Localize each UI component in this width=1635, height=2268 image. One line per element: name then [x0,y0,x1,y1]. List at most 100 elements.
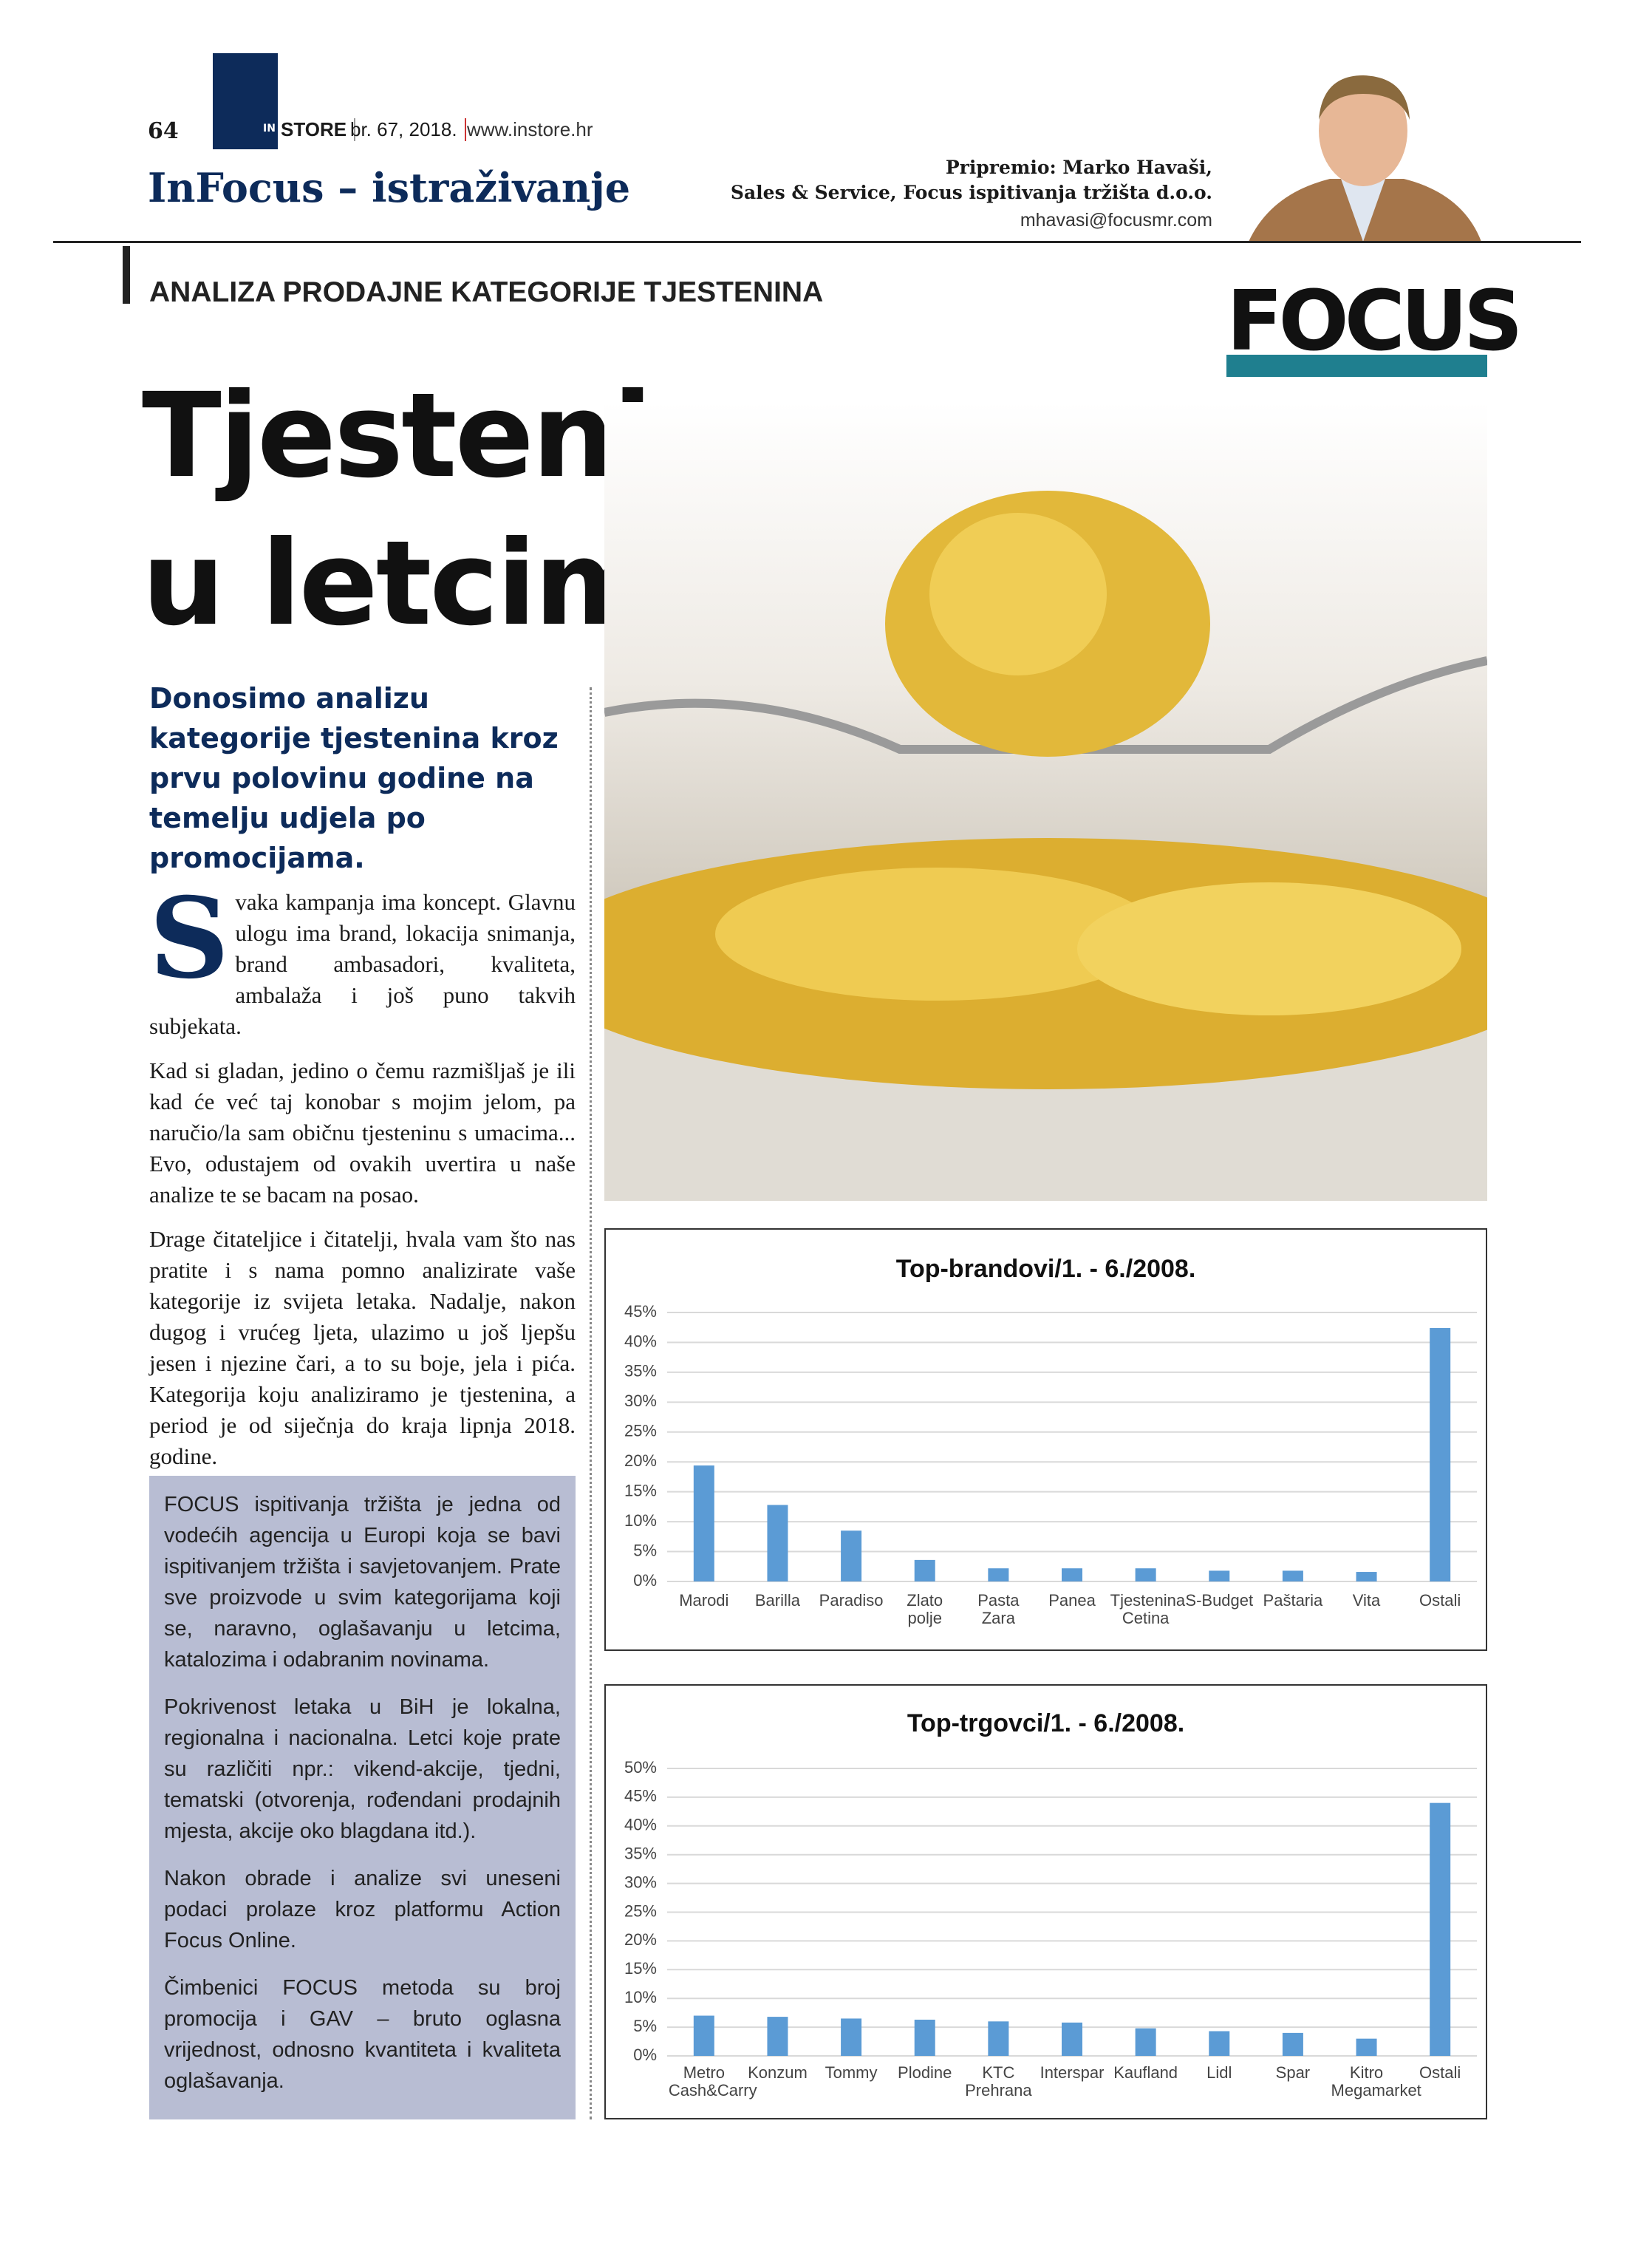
bar [1430,1802,1451,2056]
x-tick-label: Interspar [1040,2063,1105,2082]
author-photo [1241,68,1487,242]
bar [1356,2038,1377,2056]
website: www.instore.hr [467,118,593,140]
bar [1356,1572,1377,1581]
x-tick-label: Paradiso [819,1591,884,1610]
bar [1135,2028,1156,2056]
bar [914,2019,935,2056]
kicker-bar [123,246,130,304]
x-tick-label: Panea [1048,1591,1096,1610]
chart-title: Top-brandovi/1. - 6./2008. [895,1255,1196,1283]
chart-title: Top-trgovci/1. - 6./2008. [907,1709,1185,1737]
x-tick-label: Marodi [679,1591,729,1610]
focus-logo: FOCUS [1226,273,1523,384]
paragraph-text: vaka kampanja ima koncept. Glavnu ulogu … [149,889,576,1039]
y-tick-label: 20% [624,1930,657,1949]
bar [1282,1570,1303,1581]
y-tick-label: 45% [624,1787,657,1805]
bar [1209,2031,1230,2056]
bar [1209,1570,1230,1581]
y-tick-label: 10% [624,1988,657,2006]
y-tick-label: 35% [624,1845,657,1863]
y-tick-label: 40% [624,1332,657,1350]
bar [841,2018,862,2056]
section-title: InFocus – istraživanje [148,164,631,211]
column-rule [590,687,592,2119]
author-line: Pripremio: Marko Havaši, [945,157,1212,178]
y-tick-label: 0% [633,2046,657,2064]
info-box: FOCUS ispitivanja tržišta je jedna od vo… [149,1476,576,2119]
x-tick-label: Pasta Zara [977,1591,1020,1627]
kicker: ANALIZA PRODAJNE KATEGORIJE TJESTENINA [149,276,824,308]
x-tick-label: Spar [1275,2063,1311,2082]
y-tick-label: 25% [624,1901,657,1920]
y-tick-label: 30% [624,1392,657,1410]
brand-block [213,53,278,149]
bar [1430,1328,1451,1581]
x-tick-label: Ostali [1419,2063,1461,2082]
bar [841,1530,862,1581]
x-tick-label: Tjestenina Cetina [1110,1591,1186,1627]
x-tick-label: Barilla [754,1591,801,1610]
x-tick-label: Kitro Megamarket [1331,2063,1421,2100]
bar [1282,2032,1303,2056]
header-rule [53,241,1581,243]
bar [767,1505,788,1581]
x-tick-label: Paštaria [1263,1591,1323,1610]
page-number: 64 [148,118,179,144]
bar [693,2015,714,2056]
y-tick-label: 0% [633,1571,657,1590]
y-tick-label: 20% [624,1451,657,1470]
x-tick-label: Zlato polje [907,1591,943,1627]
bar [767,2017,788,2056]
lead: Donosimo analizu kategorije tjestenina k… [149,682,559,874]
bar [988,1568,1009,1581]
box-paragraph: Nakon obrade i analize svi uneseni podac… [164,1867,561,1952]
y-tick-label: 15% [624,1959,657,1978]
x-tick-label: Kaufland [1113,2063,1178,2082]
y-tick-label: 10% [624,1511,657,1530]
brand-store: STORE [281,118,356,141]
y-tick-label: 25% [624,1422,657,1440]
bar [988,2021,1009,2056]
box-paragraph: FOCUS ispitivanja tržišta je jedna od vo… [164,1493,561,1672]
paragraph: Kad si gladan, jedino o čemu razmišljaš … [149,1058,576,1208]
bar [1135,1568,1156,1581]
x-tick-label: S-Budget [1185,1591,1254,1610]
x-tick-label: Plodine [898,2063,952,2082]
bar [914,1559,935,1581]
y-tick-label: 5% [633,2017,657,2035]
chart-plot: 0% 5% 10% 15% 20% 25% 30% 35% 40% 45% [624,1302,1477,1590]
x-tick-label: Konzum [748,2063,808,2082]
brand-in: IN [263,123,276,134]
drop-cap: S [149,874,230,1004]
x-tick-label: Ostali [1419,1591,1461,1610]
issue: br. 67, 2018. [350,118,466,141]
x-tick-label: Lidl [1206,2063,1232,2082]
bar [693,1465,714,1581]
chart-panel: Top-brandovi/1. - 6./2008. 0% 5% 10% 15% 20% 2… [604,1228,1487,1651]
y-tick-label: 45% [624,1302,657,1321]
y-tick-label: 5% [633,1541,657,1559]
x-tick-label: KTC Prehrana [965,2063,1032,2100]
box-paragraph: Pokrivenost letaka u BiH je lokalna, reg… [164,1695,561,1843]
x-tick-label: Tommy [825,2063,878,2082]
pasta-photo [604,402,1487,1201]
logo-text: FOCUS [1226,273,1523,370]
paragraph: Drage čitateljice i čitatelji, hvala vam… [149,1226,576,1469]
box-paragraph: Čimbenici FOCUS metoda su broj promocija… [164,1976,561,2093]
chart-panel: Top-trgovci/1. - 6./2008. 0% 5% 10% 15% 20% 25… [604,1684,1487,2119]
x-tick-label: Metro Cash&Carry [668,2063,757,2100]
x-tick-label: Vita [1352,1591,1381,1610]
y-tick-label: 15% [624,1481,657,1499]
y-tick-label: 50% [624,1758,657,1777]
y-tick-label: 35% [624,1362,657,1380]
author-company: Sales & Service, Focus ispitivanja tržiš… [730,182,1212,203]
y-tick-label: 30% [624,1873,657,1891]
bar [1062,2022,1082,2056]
author-email: mhavasi@focusmr.com [1020,210,1212,231]
y-tick-label: 40% [624,1816,657,1834]
